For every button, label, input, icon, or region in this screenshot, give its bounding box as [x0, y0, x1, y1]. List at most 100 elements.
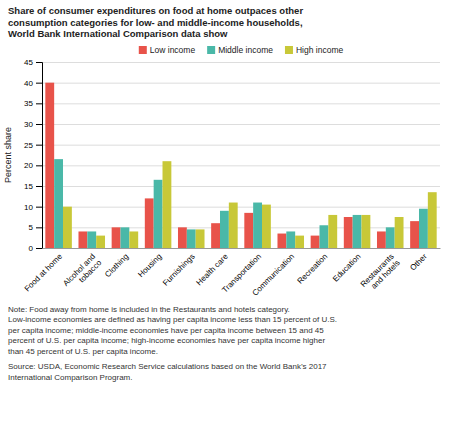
bar	[87, 231, 96, 248]
bar	[145, 198, 154, 248]
bar	[196, 229, 205, 248]
annotation-line: Source: USDA, Economic Research Service …	[8, 362, 327, 371]
grid-line	[42, 145, 440, 146]
y-tick: 10	[24, 203, 42, 212]
annotation: Source: USDA, Economic Research Service …	[8, 362, 327, 382]
bar	[328, 215, 337, 248]
bar-series	[63, 161, 437, 248]
annotation-line: than 45 percent of U.S. per capita incom…	[8, 347, 158, 356]
x-tick-label-line: Furnishings	[161, 252, 197, 288]
legend-item: High income	[285, 45, 344, 55]
bar	[344, 217, 353, 248]
bar	[353, 215, 362, 248]
x-tick-label-line: Clothing	[103, 252, 130, 279]
x-tick-label-line: Health care	[194, 252, 230, 288]
grid-line	[42, 83, 440, 84]
y-tick-label: 45	[24, 58, 33, 67]
bar	[311, 236, 320, 248]
x-tick: Housing	[136, 248, 163, 279]
grid-tick	[42, 83, 440, 84]
x-tick-label-line: Communication	[250, 252, 296, 298]
bar	[178, 227, 187, 248]
legend-swatch	[207, 46, 215, 54]
grid-tick	[42, 186, 440, 187]
x-tick-label: Alcohol andtobacco	[61, 252, 104, 295]
grid-line	[42, 248, 440, 249]
y-axis-line	[36, 63, 43, 249]
grid-tick	[42, 227, 440, 228]
bar	[295, 236, 304, 248]
y-tick-mark	[36, 227, 42, 228]
y-tick: 45	[24, 58, 42, 67]
y-tick-label: 20	[24, 161, 33, 170]
legend-item: Middle income	[207, 45, 273, 55]
grid-line	[42, 227, 440, 228]
x-tick: Furnishings	[161, 248, 197, 288]
x-tick-label: Housing	[136, 252, 163, 279]
x-tick: Health care	[194, 248, 230, 287]
bar	[112, 227, 121, 248]
title-line: World Bank International Comparison data…	[8, 28, 228, 39]
y-tick: 0	[29, 244, 42, 253]
annotation-line: Note: Food away from home is included in…	[8, 305, 290, 314]
x-tick-label: Food at home	[23, 252, 65, 294]
y-tick-label: 35	[24, 99, 33, 108]
bar	[78, 231, 87, 248]
x-axis-line	[43, 248, 441, 249]
x-tick-label: Restaurantsand hotels	[359, 252, 402, 295]
x-tick: Clothing	[103, 248, 130, 279]
grid-tick	[42, 207, 440, 208]
x-tick-label: Other	[408, 252, 429, 273]
y-tick: 15	[24, 182, 42, 191]
y-tick: 35	[24, 99, 42, 108]
legend-item: Low income	[139, 45, 196, 55]
grid-tick	[42, 248, 440, 249]
y-tick-mark	[36, 186, 42, 187]
legend-label: Middle income	[218, 45, 273, 55]
y-tick: 30	[24, 120, 42, 129]
x-tick-label-line: Recreation	[296, 252, 330, 286]
y-tick-mark	[36, 103, 42, 104]
bar	[362, 215, 371, 248]
y-tick-label: 0	[29, 244, 34, 253]
title: Share of consumer expenditures on food a…	[8, 5, 303, 39]
grid-tick	[42, 62, 440, 63]
bar	[253, 203, 262, 248]
x-tick-label: Clothing	[103, 252, 130, 279]
bar	[386, 227, 395, 248]
y-tick-label: 25	[24, 141, 33, 150]
y-tick-mark	[36, 248, 42, 249]
y-tick-mark	[36, 145, 42, 146]
x-tick-label: Health care	[194, 252, 230, 288]
grid-line	[42, 186, 440, 187]
bar	[63, 207, 72, 248]
bar	[244, 213, 253, 248]
bar	[428, 192, 437, 248]
y-tick-label: 40	[24, 79, 33, 88]
y-tick-mark	[36, 207, 42, 208]
legend-label: High income	[296, 45, 344, 55]
grid-line	[42, 103, 440, 104]
x-tick-label-line: Education	[331, 252, 363, 284]
bar	[54, 159, 63, 248]
annotation-line: International Comparison Program.	[8, 373, 133, 382]
x-tick-label-line: and hotels	[369, 258, 401, 290]
bar-series	[45, 83, 419, 248]
x-tick: Food at home	[23, 248, 65, 293]
bar	[277, 234, 286, 248]
bar	[187, 229, 196, 248]
bar	[45, 83, 54, 248]
legend-swatch	[139, 46, 147, 54]
y-axis-title: Percent share	[3, 127, 13, 183]
bar	[211, 223, 220, 248]
grid-line	[42, 207, 440, 208]
annotation-line: Low-income economies are defined as havi…	[8, 315, 337, 324]
grid-line	[42, 165, 440, 166]
x-tick-label-line: Food at home	[23, 252, 65, 294]
bar	[220, 211, 229, 248]
y-tick-mark	[36, 83, 42, 84]
y-tick: 5	[29, 223, 42, 232]
bar	[163, 161, 172, 248]
y-tick-mark	[36, 62, 42, 63]
y-tick: 20	[24, 161, 42, 170]
